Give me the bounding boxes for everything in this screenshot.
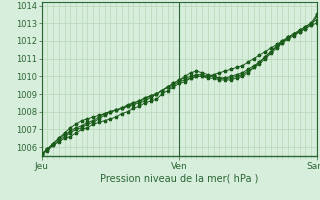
X-axis label: Pression niveau de la mer( hPa ): Pression niveau de la mer( hPa ): [100, 173, 258, 183]
